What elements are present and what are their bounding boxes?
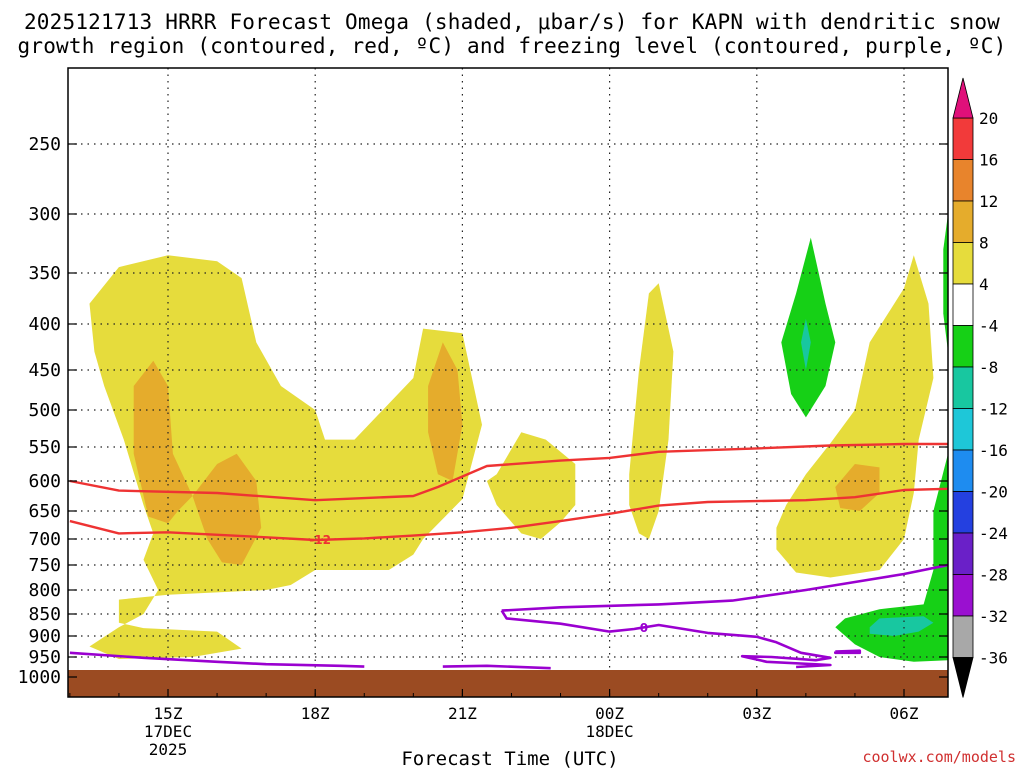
- colorbar-band--20--16: [952, 449, 974, 492]
- colorbar-band-16-20: [952, 117, 974, 160]
- colorbar-label--24: -24: [979, 524, 1008, 543]
- x-tick-label-18Z: 18Z: [301, 704, 330, 723]
- colorbar-label--32: -32: [979, 607, 1008, 626]
- colorbar-band--12--8: [952, 366, 974, 409]
- omega-region-6: [835, 464, 880, 511]
- x-tick-label-21Z: 21Z: [448, 704, 477, 723]
- colorbar-band-4-8: [952, 242, 974, 285]
- y-axis: 2503003504004505005506006507007508008509…: [18, 134, 948, 688]
- red-contour-label: -12: [309, 533, 331, 547]
- colorbar-band--28--24: [952, 532, 974, 575]
- colorbar-label--16: -16: [979, 441, 1008, 460]
- colorbar-label-20: 20: [979, 109, 998, 128]
- colorbar-label--36: -36: [979, 649, 1008, 668]
- colorbar-band--24--20: [952, 491, 974, 534]
- y-tick-label-300: 300: [28, 204, 61, 225]
- colorbar-label--8: -8: [979, 358, 998, 377]
- red-contour-1: [69, 487, 948, 542]
- y-tick-label-250: 250: [28, 134, 61, 155]
- colorbar-label-16: 16: [979, 151, 998, 170]
- y-tick-label-800: 800: [28, 580, 61, 601]
- x-tick-year-15Z: 2025: [149, 740, 188, 759]
- contours: -12 0: [69, 442, 948, 670]
- y-tick-label-550: 550: [28, 437, 61, 458]
- omega-region-8: [801, 318, 811, 370]
- y-tick-label-1000: 1000: [18, 667, 61, 688]
- purple-contour-4: [834, 649, 862, 655]
- chart-title-line-2: growth region (contoured, red, ºC) and f…: [17, 34, 1007, 58]
- y-tick-label-450: 450: [28, 360, 61, 381]
- omega-region-9: [943, 214, 948, 352]
- omega-region-2: [629, 283, 674, 539]
- colorbar-label-4: 4: [979, 275, 989, 294]
- x-tick-label-06Z: 06Z: [890, 704, 919, 723]
- omega-region-3: [776, 255, 934, 578]
- purple-contour-2: [501, 563, 948, 612]
- colorbar-top-arrow: [952, 77, 974, 119]
- colorbar-label--12: -12: [979, 400, 1008, 419]
- y-tick-label-700: 700: [28, 529, 61, 550]
- omega-region-11: [869, 616, 934, 636]
- y-tick-label-750: 750: [28, 555, 61, 576]
- colorbar-band--4-4: [952, 283, 974, 326]
- colorbar: 20 16 12 8 4 -4 -8 -12 -16 -20 -24 -28 -32 -36: [952, 77, 1008, 698]
- y-tick-label-400: 400: [28, 314, 61, 335]
- ground-fill: [68, 670, 948, 697]
- x-tick-label-00Z: 00Z: [595, 704, 624, 723]
- purple-contour-0: [69, 651, 365, 668]
- colorbar-band-8-12: [952, 200, 974, 243]
- chart-title-line-1: 2025121713 HRRR Forecast Omega (shaded, …: [23, 10, 1001, 34]
- omega-region-7: [781, 237, 836, 418]
- omega-region-4: [133, 360, 262, 565]
- colorbar-label--20: -20: [979, 483, 1008, 502]
- omega-region-0: [89, 255, 482, 660]
- y-tick-label-500: 500: [28, 400, 61, 421]
- plot-frame: [67, 67, 949, 698]
- colorbar-label-8: 8: [979, 234, 989, 253]
- y-tick-label-850: 850: [28, 604, 61, 625]
- omega-region-1: [486, 432, 576, 539]
- colorbar-label-12: 12: [979, 192, 998, 211]
- red-contour-0: [69, 442, 948, 502]
- colorbar-band--16--12: [952, 408, 974, 451]
- x-tick-label-03Z: 03Z: [742, 704, 771, 723]
- y-tick-label-950: 950: [28, 647, 61, 668]
- colorbar-band--36--32: [952, 615, 974, 658]
- omega-region-10: [835, 453, 948, 662]
- gridlines: [68, 68, 948, 697]
- x-tick-date-00Z: 18DEC: [586, 722, 634, 741]
- colorbar-band-12-16: [952, 159, 974, 202]
- purple-contour-3: [500, 609, 832, 669]
- colorbar-label--28: -28: [979, 566, 1008, 585]
- colorbar-band--32--28: [952, 574, 974, 617]
- colorbar-band--8--4: [952, 325, 974, 368]
- x-axis-title: Forecast Time (UTC): [401, 748, 618, 768]
- purple-contour-1: [442, 664, 551, 670]
- y-tick-label-350: 350: [28, 263, 61, 284]
- colorbar-bottom-arrow: [952, 657, 974, 698]
- colorbar-label--4: -4: [979, 317, 998, 336]
- y-tick-label-900: 900: [28, 626, 61, 647]
- credit-link[interactable]: coolwx.com/models: [862, 748, 1016, 766]
- y-tick-label-650: 650: [28, 501, 61, 522]
- purple-contour-label: 0: [640, 621, 648, 635]
- omega-shading: [89, 214, 948, 662]
- x-tick-date-15Z: 17DEC: [144, 722, 192, 741]
- omega-region-5: [428, 342, 463, 481]
- x-tick-label-15Z: 15Z: [154, 704, 183, 723]
- y-tick-label-600: 600: [28, 471, 61, 492]
